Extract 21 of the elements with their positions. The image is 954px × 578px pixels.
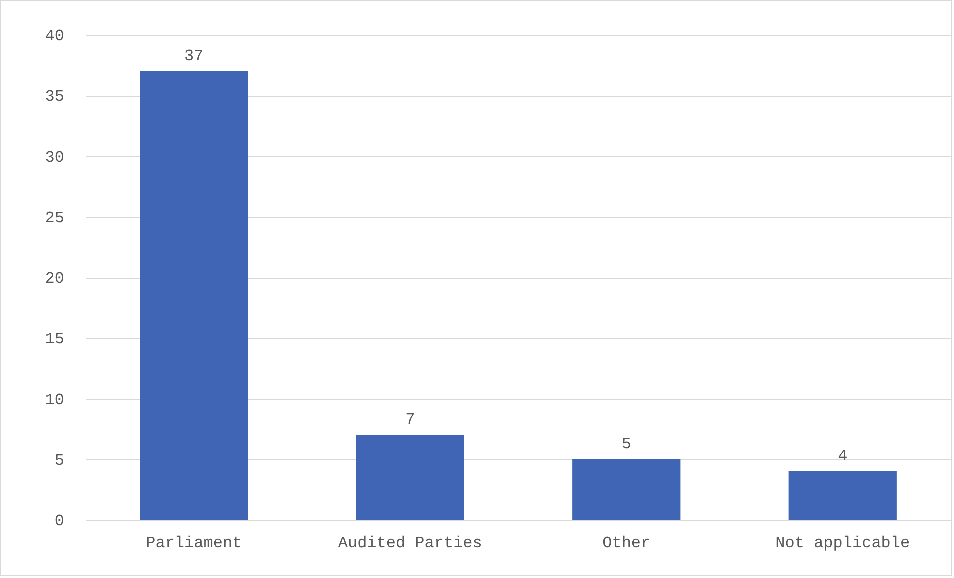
y-tick-label: 20 [45, 270, 64, 288]
bar [356, 435, 464, 520]
data-label: 7 [406, 411, 416, 430]
x-tick-label: Other [602, 534, 651, 552]
y-tick-label: 5 [54, 452, 64, 470]
bar [788, 472, 897, 520]
y-tick-label: 0 [54, 512, 64, 530]
y-tick-label: 35 [45, 88, 64, 106]
data-label: 37 [184, 47, 204, 66]
bar [572, 459, 681, 520]
bar [140, 71, 248, 520]
y-tick-label: 10 [45, 391, 64, 410]
y-tick-label: 25 [45, 209, 64, 228]
data-label: 5 [622, 435, 632, 454]
y-tick-label: 15 [45, 330, 64, 349]
x-tick-label: Parliament [146, 534, 242, 552]
data-label: 4 [838, 448, 848, 466]
y-tick-label: 30 [45, 148, 64, 167]
y-tick-label: 40 [45, 28, 64, 46]
x-tick-label: Not applicable [776, 534, 910, 552]
x-tick-label: Audited Parties [338, 534, 482, 552]
